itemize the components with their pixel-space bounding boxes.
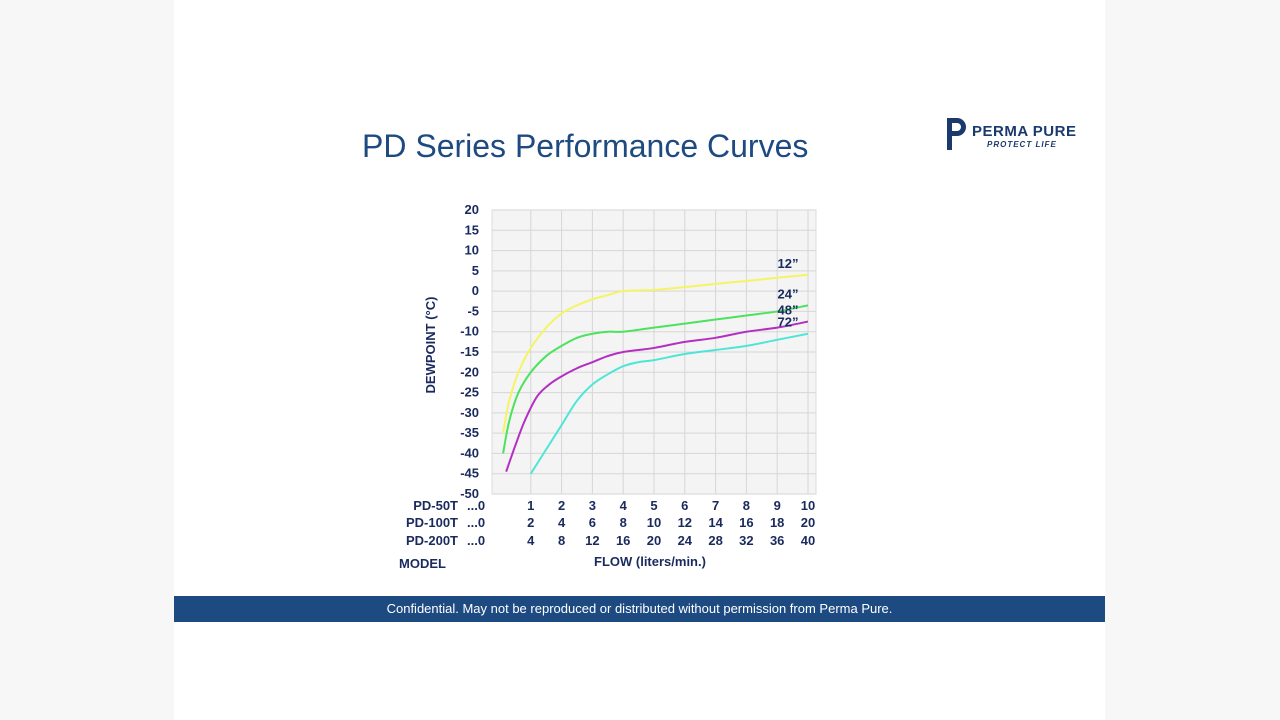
x-tick-label: 5 (650, 498, 657, 513)
x-tick-label: 10 (647, 515, 661, 530)
x-tick-label: 14 (708, 515, 723, 530)
y-tick-label: -15 (460, 344, 479, 359)
y-tick-label: -10 (460, 324, 479, 339)
y-tick-label: -20 (460, 364, 479, 379)
x-tick-label: 12 (678, 515, 692, 530)
x-tick-label: 8 (743, 498, 750, 513)
x-tick-label: 7 (712, 498, 719, 513)
x-tick-label: 16 (616, 533, 630, 548)
x-tick-label: 6 (589, 515, 596, 530)
x-tick-label: 24 (678, 533, 693, 548)
series-label: 12” (777, 256, 798, 271)
slide-title: PD Series Performance Curves (362, 128, 809, 164)
x-tick-label: 6 (681, 498, 688, 513)
x-tick-label: 20 (647, 533, 661, 548)
x-tick-label: 40 (801, 533, 815, 548)
x-tick-label: 8 (558, 533, 565, 548)
y-tick-label: -50 (460, 486, 479, 501)
curve-line (505, 320, 809, 473)
x-tick-label: 28 (708, 533, 722, 548)
y-tick-label: 5 (472, 263, 479, 278)
flow-start-label: ...0 (467, 515, 485, 530)
x-tick-label: 4 (527, 533, 535, 548)
x-tick-label: 1 (527, 498, 534, 513)
y-tick-label: -45 (460, 466, 479, 481)
x-tick-label: 3 (589, 498, 596, 513)
x-tick-label: 2 (558, 498, 565, 513)
y-tick-label: -30 (460, 405, 479, 420)
confidential-footer: Confidential. May not be reproduced or d… (174, 596, 1105, 622)
series-label: 48” (777, 303, 798, 318)
curve-line (529, 332, 809, 475)
series-label: 24” (777, 286, 798, 301)
x-tick-label: 9 (774, 498, 781, 513)
y-tick-label: -35 (460, 425, 479, 440)
x-tick-label: 18 (770, 515, 784, 530)
p-mark-icon (947, 118, 966, 150)
curve-line (502, 273, 809, 434)
x-tick-label: 2 (527, 515, 534, 530)
logo-brand-text: PERMA PURE (972, 123, 1077, 140)
y-tick-label: -5 (467, 303, 479, 318)
x-tick-label: 32 (739, 533, 753, 548)
x-tick-label: 36 (770, 533, 784, 548)
model-name-label: PD-50T (413, 498, 458, 513)
perma-pure-logo: PERMA PURE PROTECT LIFE (943, 114, 1083, 154)
model-name-label: PD-200T (406, 533, 458, 548)
model-label: MODEL (399, 556, 446, 571)
flow-start-label: ...0 (467, 498, 485, 513)
y-tick-label: 20 (465, 202, 479, 217)
x-tick-label: 12 (585, 533, 599, 548)
x-tick-label: 4 (620, 498, 628, 513)
y-tick-label: -40 (460, 445, 479, 460)
curve-line (502, 304, 809, 454)
x-axis-label: FLOW (liters/min.) (594, 554, 706, 569)
flow-start-label: ...0 (467, 533, 485, 548)
x-tick-label: 8 (620, 515, 627, 530)
x-tick-label: 10 (801, 498, 815, 513)
y-tick-label: -25 (460, 385, 479, 400)
y-tick-label: 15 (465, 222, 479, 237)
y-tick-label: 0 (472, 283, 479, 298)
x-tick-label: 16 (739, 515, 753, 530)
logo-tagline: PROTECT LIFE (987, 140, 1057, 149)
y-axis-label: DEWPOINT (°C) (423, 297, 438, 394)
x-tick-label: 20 (801, 515, 815, 530)
series-label: 72” (777, 315, 798, 330)
x-tick-label: 4 (558, 515, 566, 530)
y-tick-label: 10 (465, 243, 479, 258)
model-name-label: PD-100T (406, 515, 458, 530)
